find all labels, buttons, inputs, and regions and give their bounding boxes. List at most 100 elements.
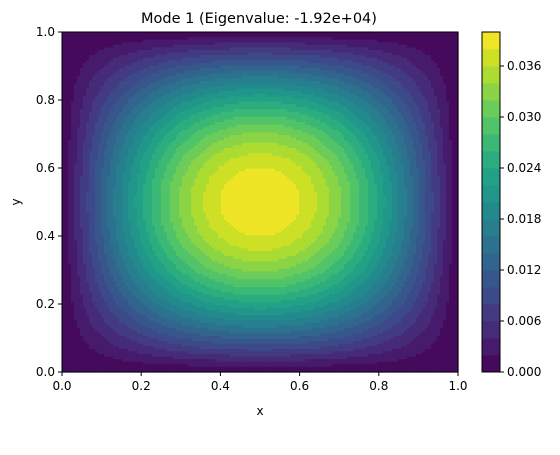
contour-cell (110, 93, 114, 97)
contour-cell (143, 91, 147, 95)
contour-cell (302, 86, 306, 90)
contour-cell (137, 42, 141, 46)
contour-cell (263, 62, 267, 67)
contour-cell (131, 109, 135, 113)
contour-cell (338, 101, 342, 105)
contour-cell (185, 80, 189, 85)
contour-cell (182, 32, 186, 36)
contour-cell (254, 109, 258, 113)
contour-cell (77, 80, 81, 85)
contour-cell (176, 34, 180, 38)
contour-cell (89, 37, 93, 41)
contour-cell (329, 98, 333, 103)
contour-cell (452, 104, 456, 108)
contour-cell (425, 50, 429, 54)
contour-cell (311, 91, 315, 95)
contour-cell (65, 117, 69, 121)
contour-cell (146, 34, 150, 38)
contour-cell (455, 70, 459, 74)
contour-cell (218, 101, 222, 105)
contour-cell (359, 70, 363, 74)
contour-cell (440, 37, 444, 41)
contour-cell (377, 93, 381, 97)
contour-cell (383, 39, 387, 43)
contour-cell (116, 32, 120, 36)
contour-cell (122, 117, 126, 121)
contour-cell (179, 52, 183, 56)
contour-cell (389, 32, 393, 36)
contour-cell (335, 98, 339, 103)
contour-cell (284, 70, 288, 74)
contour-cell (428, 86, 432, 90)
contour-cell (311, 86, 315, 90)
contour-cell (443, 111, 447, 116)
contour-cell (272, 78, 276, 82)
contour-cell (407, 57, 411, 61)
contour-cell (113, 91, 117, 95)
contour-cell (377, 62, 381, 67)
contour-cell (449, 55, 453, 59)
contour-cell (110, 62, 114, 67)
contour-cell (170, 73, 174, 77)
contour-cell (113, 37, 117, 41)
contour-cell (191, 101, 195, 105)
contour-cell (65, 88, 69, 92)
contour-cell (311, 101, 315, 105)
contour-cell (428, 117, 432, 121)
contour-cell (143, 32, 147, 36)
contour-cell (206, 109, 210, 113)
contour-cell (224, 83, 228, 87)
contour-cell (374, 50, 378, 54)
contour-cell (308, 37, 312, 41)
contour-cell (293, 114, 297, 118)
contour-cell (71, 96, 75, 100)
contour-cell (107, 117, 111, 121)
contour-cell (422, 117, 426, 121)
contour-cell (128, 52, 132, 56)
contour-cell (71, 117, 75, 121)
contour-cell (434, 70, 438, 74)
contour-cell (134, 32, 138, 36)
contour-cell (266, 98, 270, 103)
contour-cell (407, 88, 411, 92)
contour-cell (329, 34, 333, 38)
contour-cell (197, 122, 201, 126)
contour-cell (95, 122, 99, 126)
contour-cell (380, 42, 384, 46)
contour-cell (182, 70, 186, 74)
contour-cell (215, 114, 219, 118)
contour-cell (281, 52, 285, 56)
contour-cell (185, 50, 189, 54)
contour-cell (335, 122, 339, 126)
contour-cell (206, 47, 210, 51)
contour-cell (284, 109, 288, 113)
contour-cell (386, 86, 390, 90)
contour-cell (353, 65, 357, 69)
contour-cell (200, 44, 204, 49)
contour-cell (227, 101, 231, 105)
contour-cell (161, 78, 165, 82)
contour-cell (407, 73, 411, 77)
contour-cell (176, 32, 180, 36)
contour-cell (416, 86, 420, 90)
contour-cell (122, 75, 126, 79)
contour-cell (317, 75, 321, 79)
contour-cell (263, 78, 267, 82)
contour-cell (245, 104, 249, 108)
contour-cell (428, 39, 432, 43)
contour-cell (380, 93, 384, 97)
contour-cell (218, 104, 222, 108)
contour-cell (239, 78, 243, 82)
contour-cell (227, 62, 231, 67)
contour-cell (170, 83, 174, 87)
contour-cell (398, 101, 402, 105)
contour-cell (176, 88, 180, 92)
contour-cell (440, 109, 444, 113)
contour-cell (77, 78, 81, 82)
contour-cell (362, 91, 366, 95)
contour-cell (239, 122, 243, 126)
contour-cell (377, 80, 381, 85)
contour-cell (74, 70, 78, 74)
contour-cell (155, 68, 159, 72)
contour-cell (455, 73, 459, 77)
